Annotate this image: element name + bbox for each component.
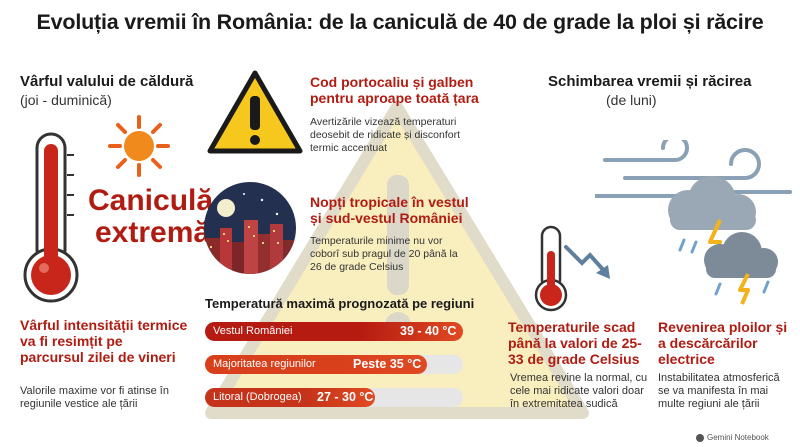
temperature-drop-text: Vremea revine la normal, cu cele mai rid… [510,372,648,410]
page-title: Evoluția vremii în România: de la canicu… [36,10,764,34]
tropical-nights-text: Temperaturile minime nu vor coborî sub p… [310,235,458,273]
region-name: Litoral (Dobrogea) [213,391,302,403]
left-subheading: (joi - duminică) [20,92,112,108]
thermometer-drop-icon [534,225,610,312]
left-heading: Vârful valului de căldură [20,73,194,90]
region-value: 39 - 40 °C [400,324,457,338]
region-value: Peste 35 °C [353,357,422,371]
peak-title: Vârful intensității termice va fi resimț… [20,317,188,365]
extreme-heat-label-line2: extremă [95,216,211,249]
brand-label: Gemini Notebook [707,433,769,442]
regions-heading: Temperatură maximă prognozată pe regiuni [205,296,475,311]
right-heading: Schimbarea vremii și răcirea [548,73,752,90]
right-subheading: (de luni) [606,92,657,108]
region-bar-fill: Vestul României 39 - 40 °C [205,322,463,341]
rain-return-title: Revenirea ploilor și a descărcărilor ele… [658,319,788,367]
region-name: Vestul României [213,325,293,337]
peak-text: Valorile maxime vor fi atinse în regiuni… [20,385,169,410]
region-value: 27 - 30 °C [317,390,374,404]
warning-text: Avertizările vizează temperaturi deosebi… [310,116,460,154]
warning-title: Cod portocaliu și galben pentru aproape … [310,74,479,106]
warning-icon [207,70,303,154]
region-bar-row: Litoral (Dobrogea) 27 - 30 °C [205,388,463,407]
region-bar-fill: Litoral (Dobrogea) 27 - 30 °C [205,388,375,407]
storm-cloud-icon [668,176,778,305]
region-name: Majoritatea regiunilor [213,358,316,370]
temperature-drop-title: Temperaturile scad până la valori de 25-… [508,319,642,367]
night-city-icon [204,182,296,274]
thermometer-hot-icon [23,132,79,303]
region-bar-fill: Majoritatea regiunilor Peste 35 °C [205,355,427,374]
sun-icon [108,115,170,177]
extreme-heat-label-line1: Caniculă [88,184,214,217]
region-bar-row: Vestul României 39 - 40 °C [205,322,463,341]
brand-footer: Gemini Notebook [696,433,769,442]
region-bar-row: Majoritatea regiunilor Peste 35 °C [205,355,463,374]
rain-return-text: Instabilitatea atmosferică se va manifes… [658,372,780,410]
tropical-nights-title: Nopți tropicale în vestul și sud-vestul … [310,194,469,226]
brand-icon [696,433,704,442]
